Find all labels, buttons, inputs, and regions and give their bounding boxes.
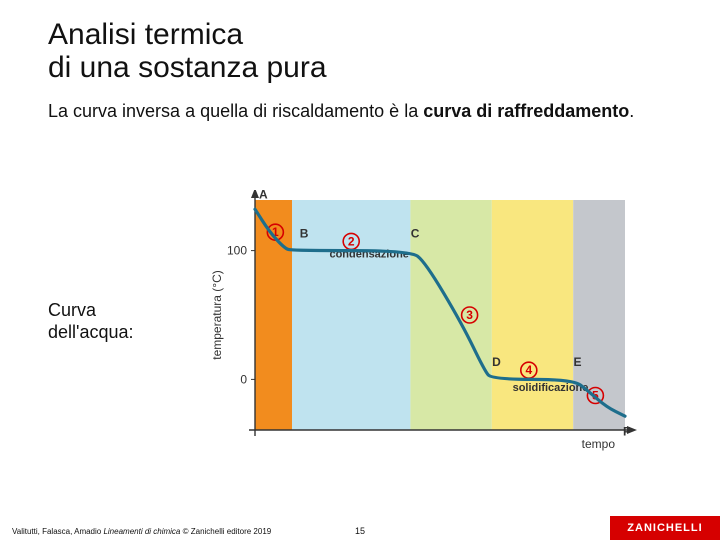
chart-region — [410, 200, 491, 430]
curve-point-label: A — [259, 190, 268, 201]
xlabel: tempo — [582, 437, 616, 451]
ytick-label: 0 — [240, 372, 247, 386]
chart-region — [573, 200, 625, 430]
caption-line-2: dell'acqua: — [48, 322, 134, 342]
publisher-logo: ZANICHELLI — [610, 516, 720, 540]
slide: Analisi termica di una sostanza pura La … — [0, 0, 720, 540]
curve-point-label: B — [300, 226, 309, 240]
ylabel: temperatura (°C) — [210, 270, 224, 360]
footer: Valitutti, Falasca, Amadio Lineamenti di… — [0, 516, 720, 540]
title-line-1: Analisi termica — [48, 18, 243, 51]
title-line-2: di una sostanza pura — [48, 51, 327, 84]
citation-tail: © Zanichelli editore 2019 — [180, 527, 271, 536]
phase-marker-number: 4 — [525, 363, 532, 377]
phase-marker-number: 3 — [466, 308, 473, 322]
curve-point-label: F — [623, 424, 630, 438]
slide-body: La curva inversa a quella di riscaldamen… — [48, 100, 672, 123]
page-number: 15 — [355, 526, 365, 536]
body-bold: curva di raffreddamento — [423, 101, 629, 121]
curve-point-label: D — [492, 355, 501, 369]
publisher-logo-text: ZANICHELLI — [627, 522, 702, 534]
chart-svg: 0100tempotemperatura (°C)condensazione23… — [205, 190, 645, 470]
body-post: . — [629, 101, 634, 121]
citation-italic: Lineamenti di chimica — [103, 527, 180, 536]
citation-plain: Valitutti, Falasca, Amadio — [12, 527, 103, 536]
phase-marker-number: 2 — [348, 234, 355, 248]
body-pre: La curva inversa a quella di riscaldamen… — [48, 101, 423, 121]
footer-citation: Valitutti, Falasca, Amadio Lineamenti di… — [12, 527, 271, 536]
curve-point-label: C — [411, 226, 420, 240]
slide-title: Analisi termica di una sostanza pura — [48, 18, 672, 84]
ytick-label: 100 — [227, 244, 247, 258]
cooling-curve-chart: 0100tempotemperatura (°C)condensazione23… — [205, 190, 645, 470]
caption-line-1: Curva — [48, 300, 96, 320]
chart-region — [492, 200, 573, 430]
curve-point-label: E — [574, 355, 582, 369]
chart-caption: Curva dell'acqua: — [48, 300, 134, 343]
